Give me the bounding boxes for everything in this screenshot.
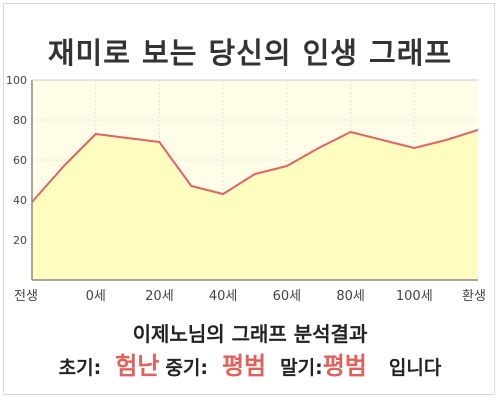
y-tick-label: 20: [13, 234, 27, 247]
late-value: 평범: [322, 352, 367, 380]
mid-label: 중기:: [165, 357, 208, 379]
x-tick-label: 100세: [396, 289, 433, 304]
y-tick-label: 60: [13, 154, 27, 167]
x-tick-label: 40세: [209, 289, 238, 304]
series-line: [31, 129, 479, 203]
x-tick-label: 0세: [86, 289, 106, 304]
series-area: [32, 130, 478, 280]
y-tick-label: 100: [6, 74, 27, 87]
result-heading: 이제노님의 그래프 분석결과: [132, 322, 368, 346]
y-tick-label: 40: [13, 194, 27, 207]
y-tick-label: 80: [13, 114, 27, 127]
x-tick-label: 20세: [145, 289, 174, 304]
result-suffix: 입니다: [388, 357, 442, 379]
x-tick-label: 환생: [462, 289, 486, 304]
late-label: 말기:: [280, 357, 323, 379]
mid-value: 평범: [221, 352, 267, 380]
x-tick-label: 전생: [14, 289, 38, 304]
early-label: 초기:: [58, 357, 102, 379]
x-tick-label: 60세: [273, 289, 302, 304]
result-summary: 초기: 험난 중기: 평범 말기:평범 입니다: [0, 346, 500, 381]
chart-title: 재미로 보는 당신의 인생 그래프: [47, 36, 453, 70]
x-tick-label: 80세: [336, 289, 365, 304]
early-value: 험난: [115, 352, 160, 380]
